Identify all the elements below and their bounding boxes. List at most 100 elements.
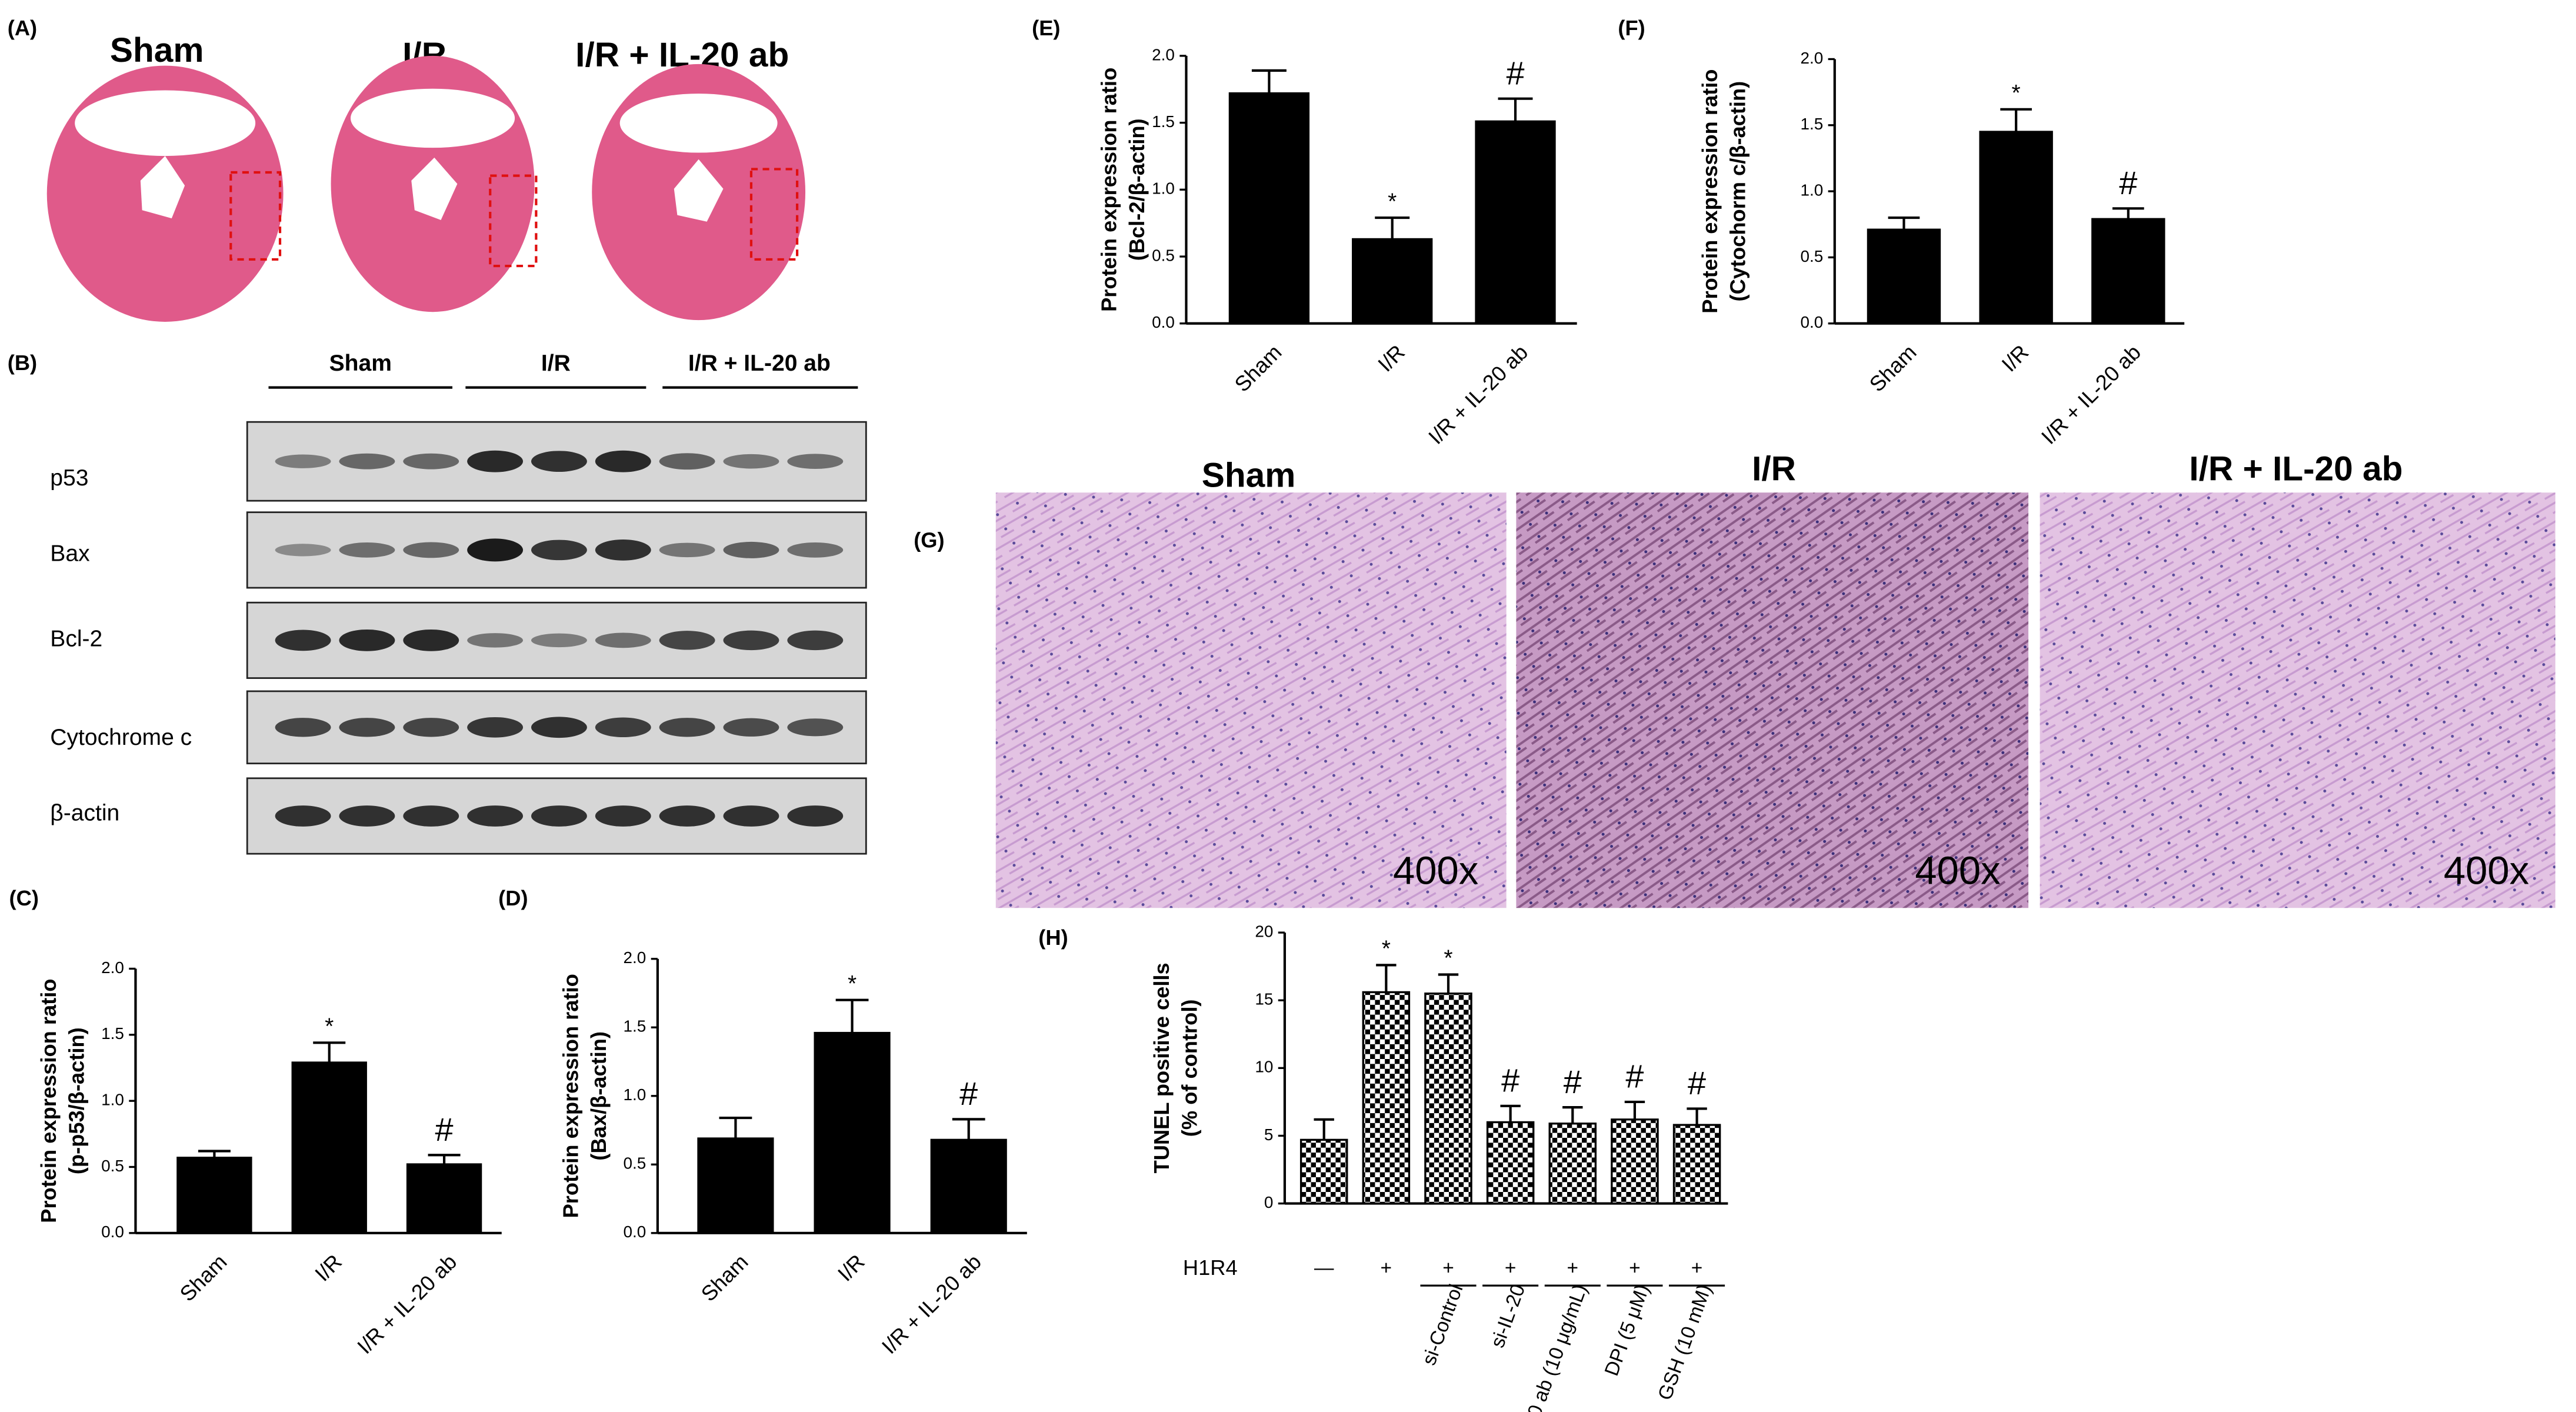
bar — [406, 1163, 482, 1234]
significance-mark: # — [1688, 1064, 1706, 1101]
blot-band — [339, 453, 395, 469]
significance-mark: * — [1444, 946, 1452, 971]
y-tick-label: 0 — [1264, 1193, 1274, 1211]
error-bar — [835, 998, 869, 1033]
blot-band — [531, 633, 587, 648]
significance-mark: # — [1506, 54, 1524, 91]
x-tick-label: Sham — [697, 1250, 753, 1306]
y-tick-label: 0.0 — [101, 1223, 124, 1241]
error-bar — [428, 1154, 461, 1164]
heart-sections — [46, 55, 806, 322]
blot-band — [467, 717, 524, 738]
error-bar — [952, 1118, 985, 1140]
histology-image — [1516, 492, 2029, 908]
y-tick-label: 0.0 — [624, 1223, 647, 1241]
western-blots — [246, 421, 867, 855]
blot-row-label: Bax — [50, 541, 90, 567]
bar — [697, 1137, 774, 1234]
error-bar — [2112, 207, 2144, 219]
treatment-sign: + — [1381, 1257, 1392, 1279]
y-axis-label: (Bax/β-actin) — [586, 1031, 611, 1161]
x-tick-label: I/R + IL-20 ab — [352, 1250, 461, 1358]
bar — [1548, 1123, 1597, 1205]
histology-title: I/R + IL-20 ab — [2189, 449, 2402, 488]
significance-mark: * — [1388, 189, 1397, 214]
blot-band — [275, 630, 331, 651]
blot-band — [595, 450, 651, 472]
treatment-sign: — — [1314, 1257, 1334, 1279]
error-bar — [1562, 1106, 1583, 1124]
histology-title: Sham — [1202, 457, 1296, 495]
y-tick-label: 20 — [1255, 922, 1273, 940]
treatment-label: H1R4 — [1183, 1256, 1238, 1280]
y-tick-label: 5 — [1264, 1125, 1274, 1144]
significance-mark: # — [435, 1111, 454, 1148]
y-axis-label: Protein expression ratio — [558, 974, 582, 1218]
bar — [1672, 1124, 1721, 1205]
y-tick-label: 1.5 — [1152, 112, 1175, 131]
bar — [1475, 120, 1556, 325]
y-axis-label: Protein expression ratio — [36, 979, 61, 1223]
error-bar — [1687, 1107, 1707, 1125]
significance-mark: * — [325, 1014, 334, 1040]
y-tick-label: 1.0 — [1800, 181, 1823, 199]
y-tick-label: 1.5 — [624, 1017, 647, 1035]
blot-band — [467, 450, 524, 472]
blot-band — [659, 718, 715, 737]
y-tick-label: 0.5 — [1800, 247, 1823, 265]
y-tick-label: 15 — [1255, 990, 1273, 1008]
bar — [814, 1031, 891, 1234]
error-bar — [1498, 97, 1533, 122]
blot-band — [467, 633, 524, 648]
x-tick-label: si-IL-20 — [1487, 1281, 1529, 1351]
bar — [1486, 1121, 1535, 1205]
error-bar — [1888, 216, 1920, 230]
blot-band — [595, 805, 651, 827]
blot-band — [275, 805, 331, 827]
error-bar — [1314, 1118, 1334, 1140]
bar — [1979, 131, 2053, 325]
y-tick-label: 1.0 — [624, 1085, 647, 1104]
blot-band — [595, 632, 651, 648]
treatment-sign: + — [1505, 1257, 1517, 1279]
panel-label: (G) — [914, 528, 944, 552]
error-bar — [313, 1041, 346, 1063]
error-bar — [1500, 1104, 1521, 1123]
blot-band — [659, 631, 715, 650]
bar — [1424, 993, 1472, 1205]
histology-title: I/R — [1752, 449, 1796, 488]
y-tick-label: 1.5 — [1800, 115, 1823, 133]
blot-band — [787, 454, 844, 469]
magnification: 400x — [2444, 848, 2529, 893]
significance-mark: * — [848, 971, 857, 997]
blot-row-label: Bcl-2 — [50, 627, 102, 652]
significance-mark: # — [2119, 164, 2137, 201]
bar — [2091, 218, 2165, 325]
blot-band — [723, 805, 779, 827]
blot-group: I/R — [541, 351, 571, 376]
x-tick-label: I/R — [1997, 340, 2034, 377]
blot-band — [787, 630, 844, 651]
bar — [1228, 92, 1310, 325]
bar — [1299, 1138, 1348, 1205]
blot-row-label: p53 — [50, 465, 88, 491]
panel-label: (B) — [8, 351, 37, 375]
blot-band — [339, 542, 395, 558]
y-tick-label: 1.5 — [101, 1024, 124, 1043]
bar — [176, 1157, 252, 1234]
blot-band — [531, 540, 587, 561]
y-axis-label: (p-p53/β-actin) — [64, 1027, 88, 1174]
blot-band — [723, 630, 779, 651]
blot-band — [467, 805, 524, 827]
blot-band — [787, 718, 844, 737]
panel-label: (E) — [1032, 16, 1060, 40]
x-tick-label: DPI (5 μM) — [1601, 1281, 1654, 1378]
blot-band — [787, 805, 844, 827]
y-axis-label: Protein expression ratio — [1097, 68, 1121, 312]
y-tick-label: 0.0 — [1800, 313, 1823, 331]
x-tick-label: I/R — [833, 1250, 869, 1286]
blot-band — [275, 454, 331, 468]
significance-mark: * — [2012, 81, 2021, 106]
error-bar — [1438, 973, 1459, 994]
x-tick-label: GSH (10 mM) — [1654, 1281, 1716, 1403]
